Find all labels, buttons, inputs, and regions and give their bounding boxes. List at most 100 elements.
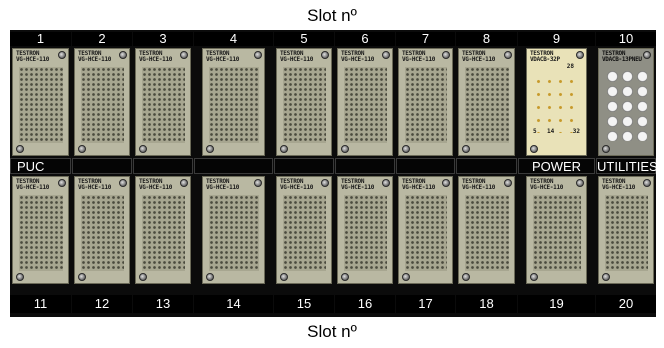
module-name: TESTRON VG-HCE-110 — [280, 179, 319, 191]
module-name: TESTRON VG-HCE-110 — [139, 51, 178, 63]
screw-icon — [180, 179, 188, 187]
brand-label: TESTRON — [206, 178, 230, 185]
module-name: TESTRON VG-HCE-110 — [16, 51, 56, 63]
module-slot-7[interactable]: TESTRON VG-HCE-110 — [398, 48, 453, 156]
screw-icon — [16, 273, 24, 281]
module-model: VDACB-13PNEU — [602, 56, 642, 63]
module-name: TESTRON VG-HCE-110 — [402, 179, 440, 191]
module-model: VG-HCE-110 — [16, 184, 50, 191]
power-pin-label: 14 — [547, 128, 555, 135]
module-name: TESTRON VG-HCE-110 — [16, 179, 56, 191]
screw-icon — [254, 51, 262, 59]
screw-icon — [576, 179, 584, 187]
module-slot-5[interactable]: TESTRON VG-HCE-110 — [276, 48, 332, 156]
screw-icon — [504, 51, 512, 59]
slot-label-6 — [335, 158, 395, 174]
module-name: TESTRON VG-HCE-110 — [139, 179, 178, 191]
brand-label: TESTRON — [602, 50, 626, 57]
slot-label-8 — [456, 158, 517, 174]
pin-matrix — [465, 67, 509, 143]
pin-matrix — [209, 195, 259, 271]
screw-icon — [462, 273, 470, 281]
screw-icon — [206, 273, 214, 281]
module-name: TESTRON VDACB-32P — [530, 51, 574, 63]
screw-icon — [643, 179, 651, 187]
screw-icon — [442, 179, 450, 187]
module-slot-19[interactable]: TESTRON VG-HCE-110 — [526, 176, 587, 284]
brand-label: TESTRON — [402, 178, 426, 185]
module-name: TESTRON VDACB-13PNEU — [602, 50, 642, 63]
pin-matrix — [533, 195, 581, 271]
brand-label: TESTRON — [602, 178, 626, 185]
module-slot-3[interactable]: TESTRON VG-HCE-110 — [135, 48, 191, 156]
screw-icon — [382, 51, 390, 59]
slot-number-5: 5 — [274, 32, 334, 46]
screw-icon — [382, 179, 390, 187]
slot-number-3: 3 — [133, 32, 193, 46]
slot-number-16: 16 — [335, 295, 395, 313]
module-slot-13[interactable]: TESTRON VG-HCE-110 — [135, 176, 191, 284]
module-slot-4[interactable]: TESTRON VG-HCE-110 — [202, 48, 265, 156]
module-slot-14[interactable]: TESTRON VG-HCE-110 — [202, 176, 265, 284]
slot-label-2 — [72, 158, 132, 174]
pin-matrix — [81, 195, 124, 271]
slot-number-11: 11 — [10, 295, 71, 313]
module-name: TESTRON VG-HCE-110 — [530, 179, 574, 191]
module-slot-18[interactable]: TESTRON VG-HCE-110 — [458, 176, 515, 284]
slot-number-1: 1 — [10, 32, 71, 46]
module-slot-1[interactable]: TESTRON VG-HCE-110 — [12, 48, 69, 156]
module-slot-15[interactable]: TESTRON VG-HCE-110 — [276, 176, 332, 284]
module-model: VG-HCE-110 — [462, 184, 496, 191]
module-name: TESTRON VG-HCE-110 — [78, 51, 117, 63]
brand-label: TESTRON — [78, 178, 102, 185]
slot-number-2: 2 — [72, 32, 132, 46]
pin-matrix — [19, 67, 63, 143]
module-slot-10[interactable]: TESTRON VDACB-13PNEU — [598, 48, 654, 156]
module-name: TESTRON VG-HCE-110 — [462, 179, 502, 191]
module-slot-6[interactable]: TESTRON VG-HCE-110 — [337, 48, 393, 156]
module-model: VG-HCE-110 — [280, 184, 314, 191]
slot-label-1: PUC — [10, 158, 71, 174]
module-model: VG-HCE-110 — [402, 56, 436, 63]
module-model: VG-HCE-110 — [78, 184, 112, 191]
brand-label: TESTRON — [280, 50, 304, 57]
pin-matrix — [344, 195, 387, 271]
brand-label: TESTRON — [16, 178, 40, 185]
module-name: TESTRON VG-HCE-110 — [402, 51, 440, 63]
screw-icon — [321, 51, 329, 59]
pneumatic-port-grid — [605, 69, 647, 141]
brand-label: TESTRON — [530, 178, 554, 185]
module-slot-2[interactable]: TESTRON VG-HCE-110 — [74, 48, 130, 156]
module-model: VG-HCE-110 — [139, 184, 173, 191]
module-name: TESTRON VG-HCE-110 — [78, 179, 117, 191]
module-model: VG-HCE-110 — [602, 184, 636, 191]
module-slot-20[interactable]: TESTRON VG-HCE-110 — [598, 176, 654, 284]
module-slot-11[interactable]: TESTRON VG-HCE-110 — [12, 176, 69, 284]
screw-icon — [341, 145, 349, 153]
screw-icon — [78, 273, 86, 281]
module-slot-16[interactable]: TESTRON VG-HCE-110 — [337, 176, 393, 284]
screw-icon — [58, 179, 66, 187]
module-model: VG-HCE-110 — [206, 184, 240, 191]
module-slot-12[interactable]: TESTRON VG-HCE-110 — [74, 176, 130, 284]
brand-label: TESTRON — [530, 50, 554, 57]
screw-icon — [530, 273, 538, 281]
module-slot-8[interactable]: TESTRON VG-HCE-110 — [458, 48, 515, 156]
slot-label-5 — [274, 158, 334, 174]
brand-label: TESTRON — [139, 178, 163, 185]
slot-number-8: 8 — [456, 32, 517, 46]
screw-icon — [602, 273, 610, 281]
slot-label-10: UTILITIES — [596, 158, 658, 174]
brand-label: TESTRON — [280, 178, 304, 185]
slot-number-14: 14 — [194, 295, 273, 313]
pin-matrix — [19, 195, 63, 271]
screw-icon — [119, 51, 127, 59]
module-slot-17[interactable]: TESTRON VG-HCE-110 — [398, 176, 453, 284]
screw-icon — [180, 51, 188, 59]
slot-label-4 — [194, 158, 273, 174]
slot-number-9: 9 — [518, 32, 595, 46]
module-model: VG-HCE-110 — [280, 56, 314, 63]
module-slot-9[interactable]: TESTRON VDACB-32P 28 5 14 32 — [526, 48, 587, 156]
screw-icon — [504, 179, 512, 187]
screw-icon — [119, 179, 127, 187]
